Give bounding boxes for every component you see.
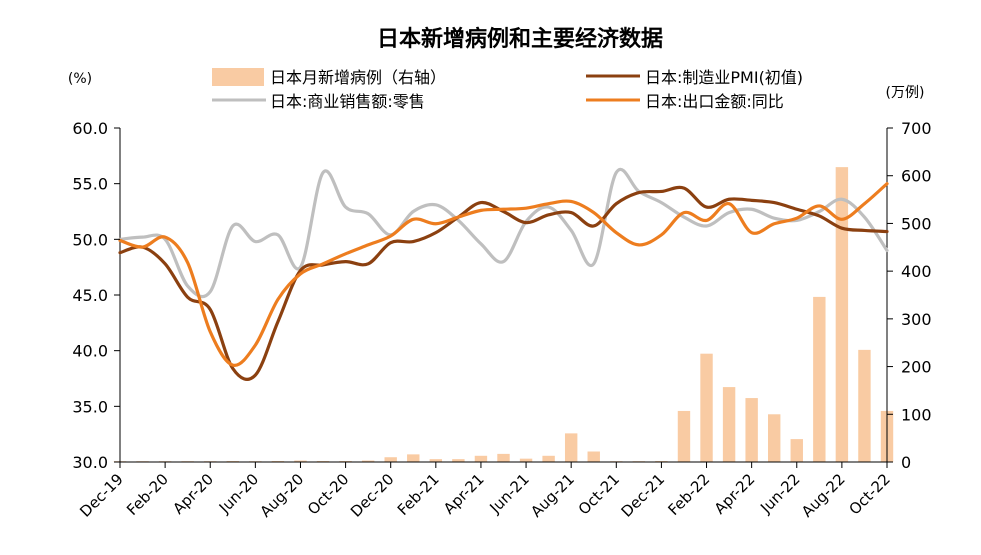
- x-axis-ticks: Dec-19Feb-20Apr-20Jun-20Aug-20Oct-20Dec-…: [76, 462, 894, 521]
- bar-Apr-21: [474, 455, 488, 462]
- bar-Jun-21: [519, 458, 533, 462]
- right-tick-label: 600: [901, 167, 932, 186]
- bar-Mar-21: [452, 459, 465, 462]
- bar-Apr-22: [745, 398, 758, 462]
- line-exports: [118, 182, 889, 367]
- bar-Jan-21: [407, 454, 420, 462]
- right-tick-label: 300: [901, 310, 932, 329]
- x-tick-label: Feb-22: [665, 470, 714, 519]
- right-tick-label: 500: [901, 214, 932, 233]
- left-axis-ticks: 30.0 35.0 40.0 45.0 50.0 55.0 60.0: [72, 119, 120, 472]
- legend-swatch-cases: [212, 68, 264, 86]
- bar-Aug-20: [294, 460, 307, 462]
- legend-label-retail: 日本:商业销售额:零售: [270, 92, 425, 111]
- line-series: [118, 168, 889, 381]
- bar-series-cases: [113, 167, 894, 462]
- bar-May-22: [768, 414, 781, 462]
- legend-label-pmi: 日本:制造业PMI(初值): [645, 68, 803, 87]
- left-axis-unit: (%): [68, 71, 92, 87]
- x-tick-label: Dec-19: [76, 470, 127, 521]
- x-tick-label: Aug-20: [257, 470, 308, 521]
- bar-May-21: [497, 453, 510, 462]
- bar-Aug-22: [835, 167, 849, 462]
- right-tick-label: 0: [901, 453, 911, 472]
- left-tick-label: 35.0: [72, 397, 108, 416]
- x-tick-label: Dec-21: [618, 470, 669, 521]
- chart-title: 日本新增病例和主要经济数据: [377, 26, 663, 52]
- left-tick-label: 30.0: [72, 453, 108, 472]
- bar-Aug-21: [564, 433, 578, 462]
- x-tick-label: Oct-21: [575, 470, 623, 518]
- x-tick-label: Jun-21: [486, 470, 533, 517]
- x-tick-label: Feb-21: [394, 470, 443, 519]
- right-tick-label: 700: [901, 119, 932, 138]
- bar-Sep-21: [587, 451, 600, 462]
- axes: [119, 128, 888, 463]
- x-tick-label: Jun-22: [756, 470, 803, 517]
- right-tick-label: 100: [901, 405, 932, 424]
- x-tick-label: Oct-22: [845, 470, 893, 518]
- bar-Jul-22: [813, 296, 826, 462]
- bar-Feb-21: [429, 459, 443, 462]
- bar-Jun-22: [790, 439, 803, 462]
- bar-Sep-22: [858, 349, 871, 462]
- right-axis-unit: (万例): [886, 85, 925, 101]
- bar-Feb-22: [700, 353, 713, 462]
- right-tick-label: 200: [901, 358, 932, 377]
- left-tick-label: 40.0: [72, 342, 108, 361]
- x-tick-label: Apr-20: [169, 470, 217, 518]
- line-pmi: [118, 185, 889, 381]
- line-retail-sales: [118, 168, 889, 299]
- x-tick-label: Jun-20: [215, 470, 262, 517]
- x-tick-label: Aug-21: [527, 470, 578, 521]
- bar-Mar-22: [722, 387, 736, 462]
- left-tick-label: 60.0: [72, 119, 108, 138]
- x-tick-label: Aug-22: [798, 470, 849, 521]
- legend-label-exports: 日本:出口金额:同比: [645, 92, 784, 111]
- x-tick-label: Feb-20: [123, 470, 172, 519]
- legend-label-cases: 日本月新增病例（右轴）: [270, 68, 446, 87]
- bar-Dec-20: [384, 457, 397, 462]
- legend: 日本月新增病例（右轴） 日本:制造业PMI(初值) 日本:商业销售额:零售 日本…: [212, 68, 803, 111]
- bar-Nov-20: [361, 460, 375, 462]
- left-tick-label: 55.0: [72, 175, 108, 194]
- x-tick-label: Apr-22: [711, 470, 759, 518]
- right-axis-ticks: 0 100 200 300 400 500 600 700: [887, 119, 932, 472]
- x-tick-label: Oct-20: [304, 470, 352, 518]
- bar-Jul-21: [542, 455, 555, 462]
- left-tick-label: 50.0: [72, 230, 108, 249]
- left-tick-label: 45.0: [72, 286, 108, 305]
- right-tick-label: 400: [901, 262, 932, 281]
- bar-Jan-22: [677, 410, 691, 462]
- x-tick-label: Dec-20: [347, 470, 398, 521]
- x-tick-label: Apr-21: [440, 470, 488, 518]
